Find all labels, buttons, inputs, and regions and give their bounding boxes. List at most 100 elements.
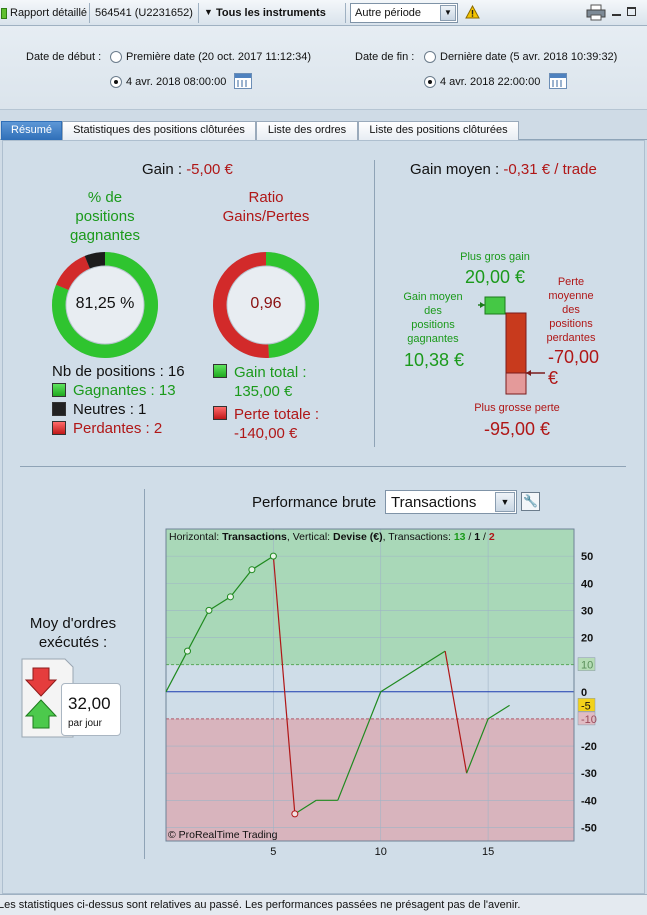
equity-segment	[165, 650, 189, 693]
performance-title: Performance brute	[252, 494, 377, 511]
avg-loss-label: Perte moyenne des positions perdantes	[536, 275, 606, 345]
performance-chart: Horizontal: Transactions, Vertical: Devi…	[165, 528, 597, 858]
gain-loss-ratio-donut	[213, 252, 319, 358]
equity-segment	[208, 596, 231, 611]
donut-winning-slice	[52, 252, 158, 358]
period-select[interactable]: Autre période ▼	[350, 3, 458, 23]
data-point	[226, 593, 234, 601]
gain-label: Gain :	[142, 161, 187, 178]
average-gain-value: -0,31 € / trade	[503, 161, 597, 178]
vertical-divider	[374, 160, 375, 447]
x-tick-label: 10	[375, 846, 387, 858]
warning-icon[interactable]	[465, 5, 480, 19]
total-gain: Gain total : 135,00 €	[234, 363, 307, 401]
tab-orders-list[interactable]: Liste des ordres	[256, 121, 358, 140]
donut-loss-slice	[213, 252, 270, 358]
avg-win-value: 10,38 €	[403, 350, 465, 370]
avg-loss-value: -70,00 €	[548, 347, 599, 389]
biggest-loss-value: -95,00 €	[483, 419, 551, 439]
equity-segment	[229, 569, 253, 598]
avg-loss-label-line: Perte	[557, 276, 585, 288]
start-first-date-radio[interactable]	[110, 51, 122, 63]
equity-segment	[337, 745, 360, 801]
positions-count: Nb de positions : 16	[52, 363, 185, 380]
equity-segment	[294, 799, 317, 815]
performance-axis-select[interactable]: Transactions ▼	[385, 490, 517, 514]
tab-resume[interactable]: Résumé	[1, 121, 62, 140]
avg-loss-label-line: moyenne	[548, 290, 594, 302]
minimize-icon[interactable]	[612, 14, 621, 16]
equity-segment	[251, 555, 274, 571]
total-loss-value: -140,00 €	[234, 425, 298, 442]
equity-segment	[401, 664, 425, 679]
losing-count: Perdantes : 2	[73, 420, 163, 437]
y-tick-badge	[577, 711, 596, 726]
avg-win-arrow	[480, 302, 485, 308]
date-range-panel: Date de début : Première date (20 oct. 2…	[0, 26, 647, 110]
chart-header: Horizontal: Transactions, Vertical: Devi…	[169, 531, 495, 543]
print-icon[interactable]	[586, 4, 606, 21]
plot-frame	[165, 528, 575, 842]
tab-closed-positions-list[interactable]: Liste des positions clôturées	[358, 121, 519, 140]
equity-segment	[444, 650, 468, 774]
gain-title: Gain : -5,00 €	[142, 161, 233, 178]
start-date-label: Date de début :	[26, 51, 102, 63]
y-tick-label: 0	[581, 687, 587, 699]
data-point	[269, 552, 277, 560]
average-gain-title: Gain moyen : -0,31 € / trade	[410, 161, 597, 178]
end-custom-date-text[interactable]: 4 avr. 2018 22:00:00	[440, 76, 541, 88]
tab-closed-positions-stats[interactable]: Statistiques des positions clôturées	[62, 121, 256, 140]
y-tick-label: -50	[581, 822, 597, 834]
ratio-title-line: Ratio	[248, 189, 284, 206]
tab-bar: Résumé Statistiques des positions clôtur…	[0, 120, 647, 140]
wrench-icon[interactable]: 🔧	[521, 492, 540, 511]
equity-segment	[423, 650, 446, 666]
y-tick-label: -40	[581, 795, 597, 807]
y-tick-label: -10	[581, 714, 597, 726]
win-pct-title-line: % de	[87, 189, 123, 206]
window-title: Rapport détaillé	[10, 7, 88, 19]
equity-segment	[380, 677, 403, 693]
end-last-date-radio[interactable]	[424, 51, 436, 63]
donut-neutral-slice	[84, 252, 106, 270]
chevron-down-icon: ▼	[204, 7, 213, 17]
toolbar: Rapport détaillé 564541 (U2231652) ▼ Tou…	[0, 0, 647, 26]
instruments-label: Tous les instruments	[216, 7, 326, 19]
avg-loss-label-line: positions	[549, 318, 593, 330]
y-tick-label: 40	[581, 578, 593, 590]
win-pct-title-line: gagnantes	[69, 227, 141, 244]
ratio-title-line: Gains/Pertes	[222, 208, 310, 225]
total-gain-value: 135,00 €	[234, 383, 293, 400]
chevron-down-icon: ▼	[495, 492, 515, 512]
ratio-title: Ratio Gains/Pertes	[201, 188, 331, 226]
y-tick-label: 10	[581, 660, 593, 672]
ratio-value: 0,96	[250, 295, 282, 312]
avg-win-label-line: des	[424, 305, 442, 317]
equity-segment	[487, 704, 510, 720]
losing-legend-swatch	[52, 421, 66, 435]
donut-gain-slice	[265, 252, 319, 358]
start-custom-date-radio[interactable]	[110, 76, 122, 88]
report-icon	[1, 8, 7, 19]
x-tick-label: 5	[270, 846, 276, 858]
data-point	[183, 647, 191, 655]
end-custom-date-radio[interactable]	[424, 76, 436, 88]
avg-win-label: Gain moyen des positions gagnantes	[398, 290, 468, 346]
maximize-icon[interactable]	[627, 7, 636, 16]
total-gain-swatch	[213, 364, 227, 378]
orders-title-line: exécutés :	[38, 634, 108, 651]
orders-value: 32,00	[68, 694, 111, 713]
avg-win-label-line: positions	[411, 319, 455, 331]
data-point	[248, 566, 256, 574]
donut-center	[65, 265, 145, 345]
start-custom-date-text[interactable]: 4 avr. 2018 08:00:00	[126, 76, 227, 88]
y-tick-badge	[577, 657, 596, 671]
avg-loss-value-line: -70,00	[548, 347, 600, 367]
calendar-icon[interactable]	[549, 73, 567, 89]
calendar-icon[interactable]	[234, 73, 252, 89]
win-percentage-donut	[52, 252, 158, 358]
y-tick-badge	[577, 698, 596, 712]
gain-zone	[166, 529, 574, 665]
instruments-dropdown[interactable]: ▼ Tous les instruments	[202, 0, 342, 26]
avg-win-label-line: gagnantes	[407, 333, 459, 345]
